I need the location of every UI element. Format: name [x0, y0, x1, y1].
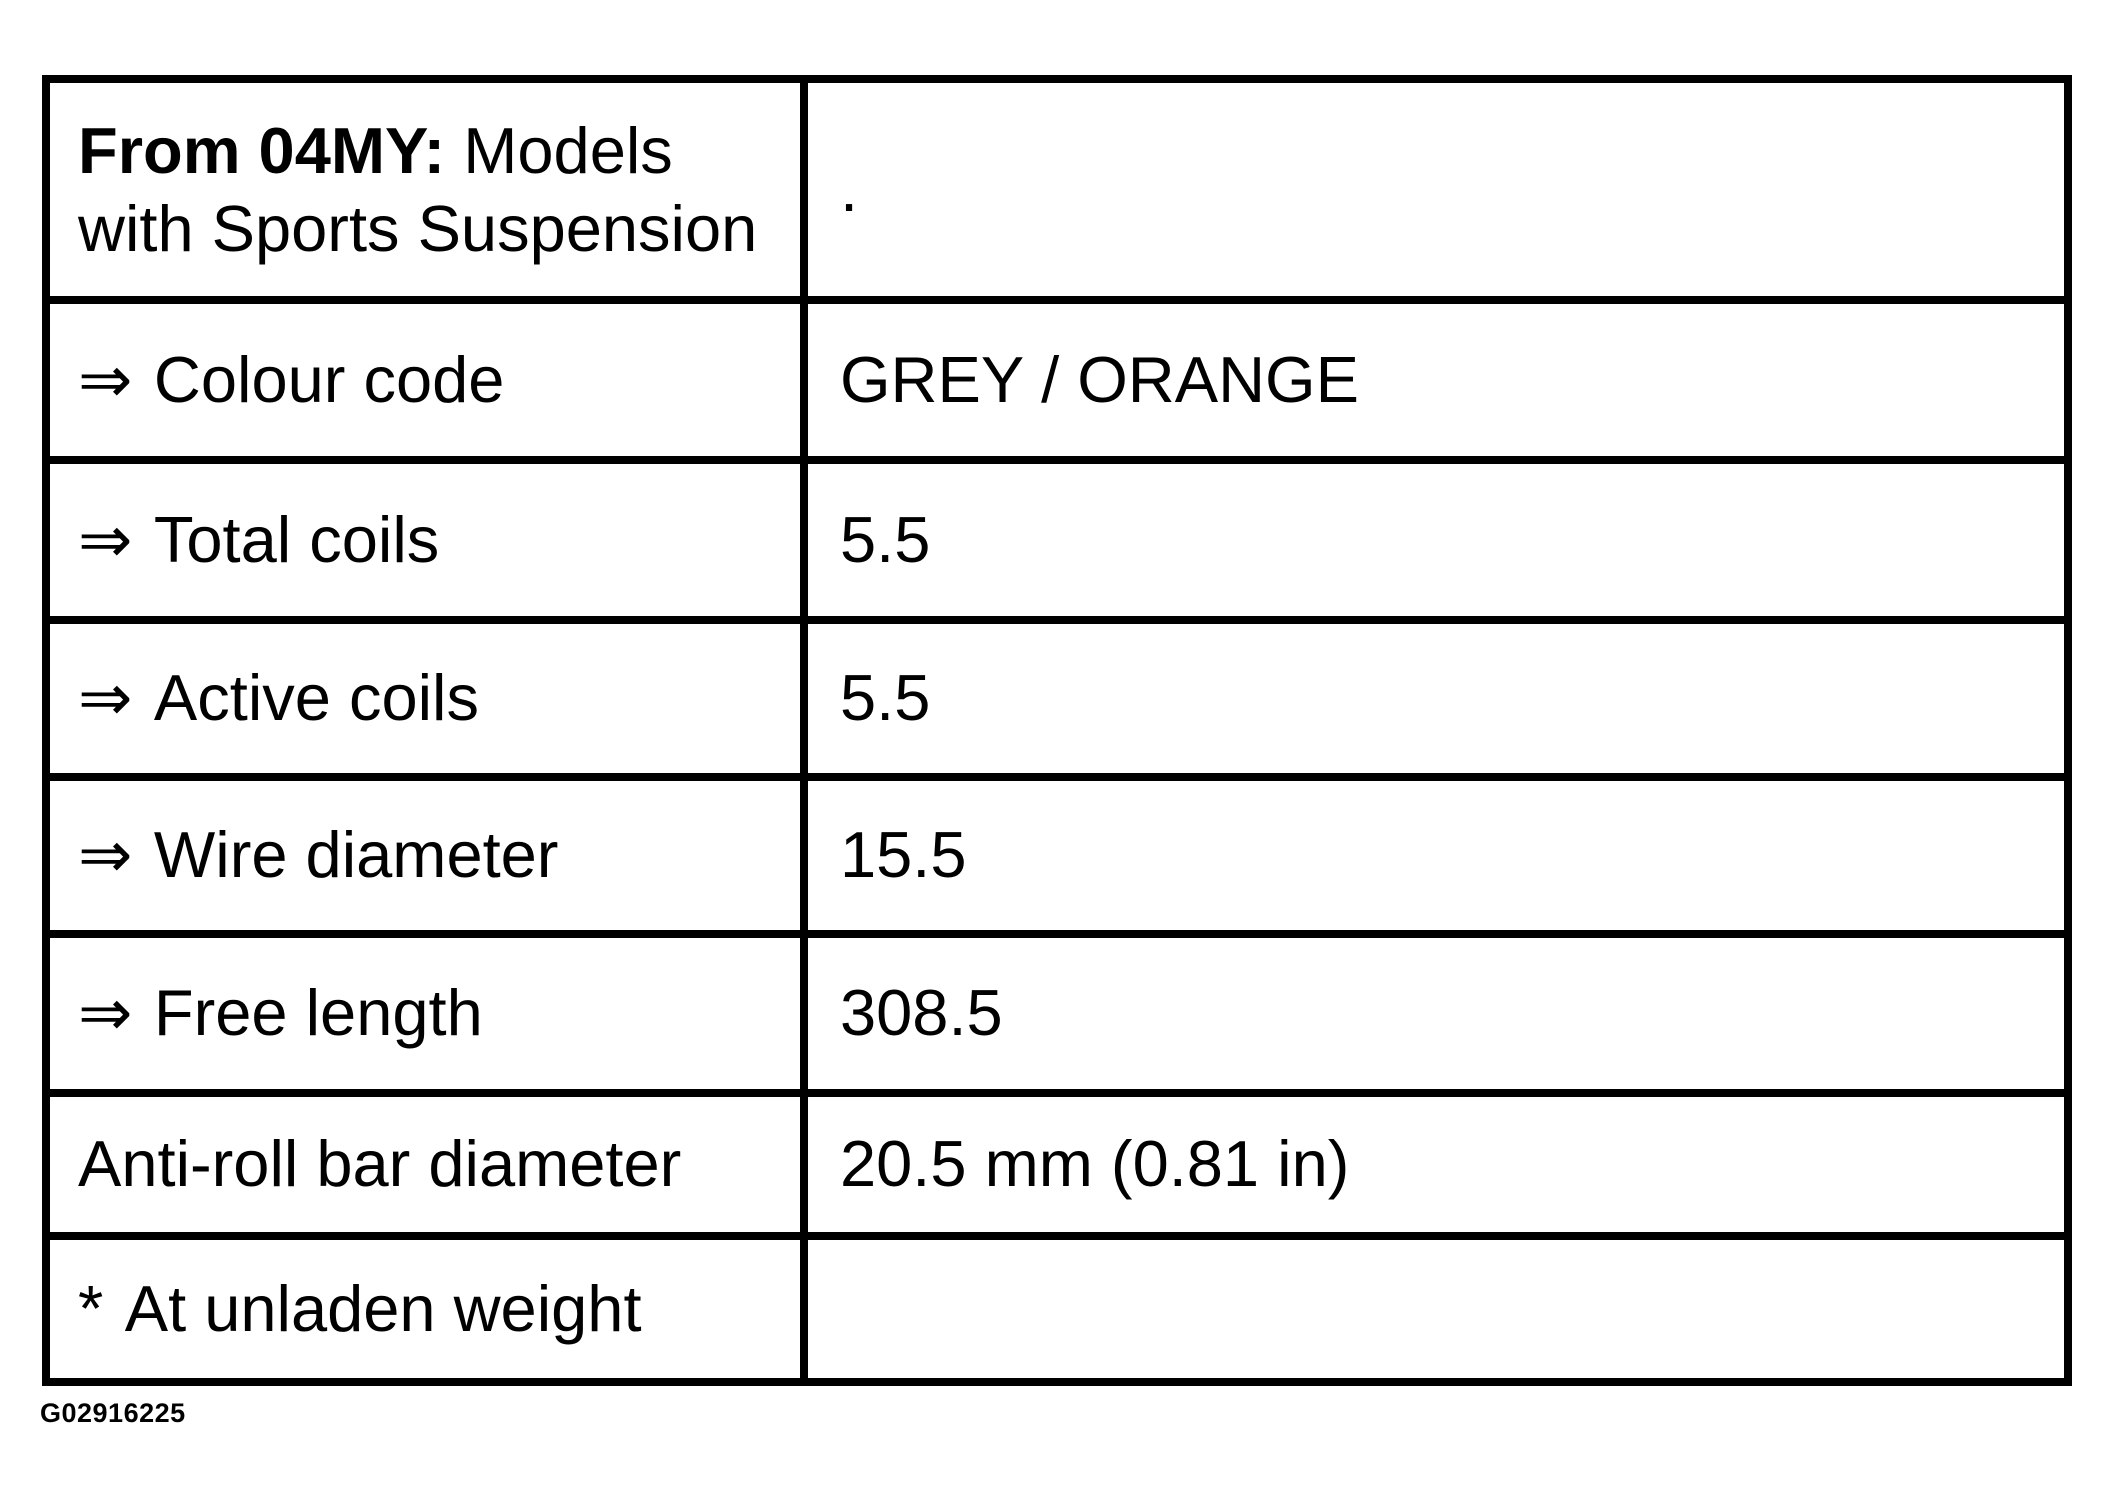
row-value-cell: GREY / ORANGE [808, 304, 2064, 456]
row-label: Active coils [153, 661, 480, 735]
table-row-free-length: ⇒ Free length 308.5 [50, 938, 2064, 1097]
row-value: 20.5 mm (0.81 in) [840, 1127, 1350, 1201]
row-label-cell: ⇒ Free length [50, 938, 808, 1089]
row-value: 308.5 [840, 976, 1003, 1050]
header-value-cell: . [808, 83, 2064, 296]
row-label: Colour code [153, 342, 505, 416]
row-value-cell: 308.5 [808, 938, 2064, 1089]
row-value: 5.5 [840, 502, 931, 576]
row-label: Free length [153, 976, 483, 1050]
double-arrow-icon: ⇒ [78, 342, 133, 416]
specification-table: From 04MY: Models with Sports Suspension… [42, 75, 2072, 1386]
row-value-cell: 20.5 mm (0.81 in) [808, 1097, 2064, 1232]
table-row-antiroll-bar-diameter: Anti-roll bar diameter 20.5 mm (0.81 in) [50, 1097, 2064, 1240]
table-row-wire-diameter: ⇒ Wire diameter 15.5 [50, 781, 2064, 938]
header-label-cell: From 04MY: Models with Sports Suspension [50, 83, 808, 296]
table-row-header: From 04MY: Models with Sports Suspension… [50, 83, 2064, 304]
row-value: 5.5 [840, 661, 931, 735]
row-label-cell: * At unladen weight [50, 1240, 808, 1378]
row-label: Wire diameter [153, 818, 559, 892]
table-row-unladen-weight-footnote: * At unladen weight [50, 1240, 2064, 1378]
header-title-bold: From 04MY: [78, 113, 446, 187]
table-row-total-coils: ⇒ Total coils 5.5 [50, 464, 2064, 624]
row-value-cell: 15.5 [808, 781, 2064, 930]
row-label-cell: ⇒ Colour code [50, 304, 808, 456]
row-label: At unladen weight [124, 1271, 642, 1345]
footnote-asterisk: * [78, 1271, 104, 1345]
row-value-cell [808, 1240, 2064, 1378]
double-arrow-icon: ⇒ [78, 502, 133, 576]
row-value-cell: 5.5 [808, 464, 2064, 616]
header-title: From 04MY: Models with Sports Suspension [78, 112, 757, 268]
header-value-dot: . [840, 152, 859, 226]
header-title-line2: with Sports Suspension [78, 191, 758, 265]
row-label: Anti-roll bar diameter [78, 1127, 682, 1201]
row-value: GREY / ORANGE [840, 342, 1359, 416]
table-row-colour-code: ⇒ Colour code GREY / ORANGE [50, 304, 2064, 464]
double-arrow-icon: ⇒ [78, 976, 133, 1050]
table-row-active-coils: ⇒ Active coils 5.5 [50, 624, 2064, 781]
figure-id-label: G02916225 [40, 1398, 186, 1428]
double-arrow-icon: ⇒ [78, 661, 133, 735]
row-label-cell: Anti-roll bar diameter [50, 1097, 808, 1232]
row-value-cell: 5.5 [808, 624, 2064, 773]
row-value: 15.5 [840, 818, 967, 892]
row-label-cell: ⇒ Wire diameter [50, 781, 808, 930]
double-arrow-icon: ⇒ [78, 818, 133, 892]
row-label-cell: ⇒ Total coils [50, 464, 808, 616]
row-label-cell: ⇒ Active coils [50, 624, 808, 773]
row-label: Total coils [153, 502, 440, 576]
header-title-rest: Models [445, 113, 673, 187]
